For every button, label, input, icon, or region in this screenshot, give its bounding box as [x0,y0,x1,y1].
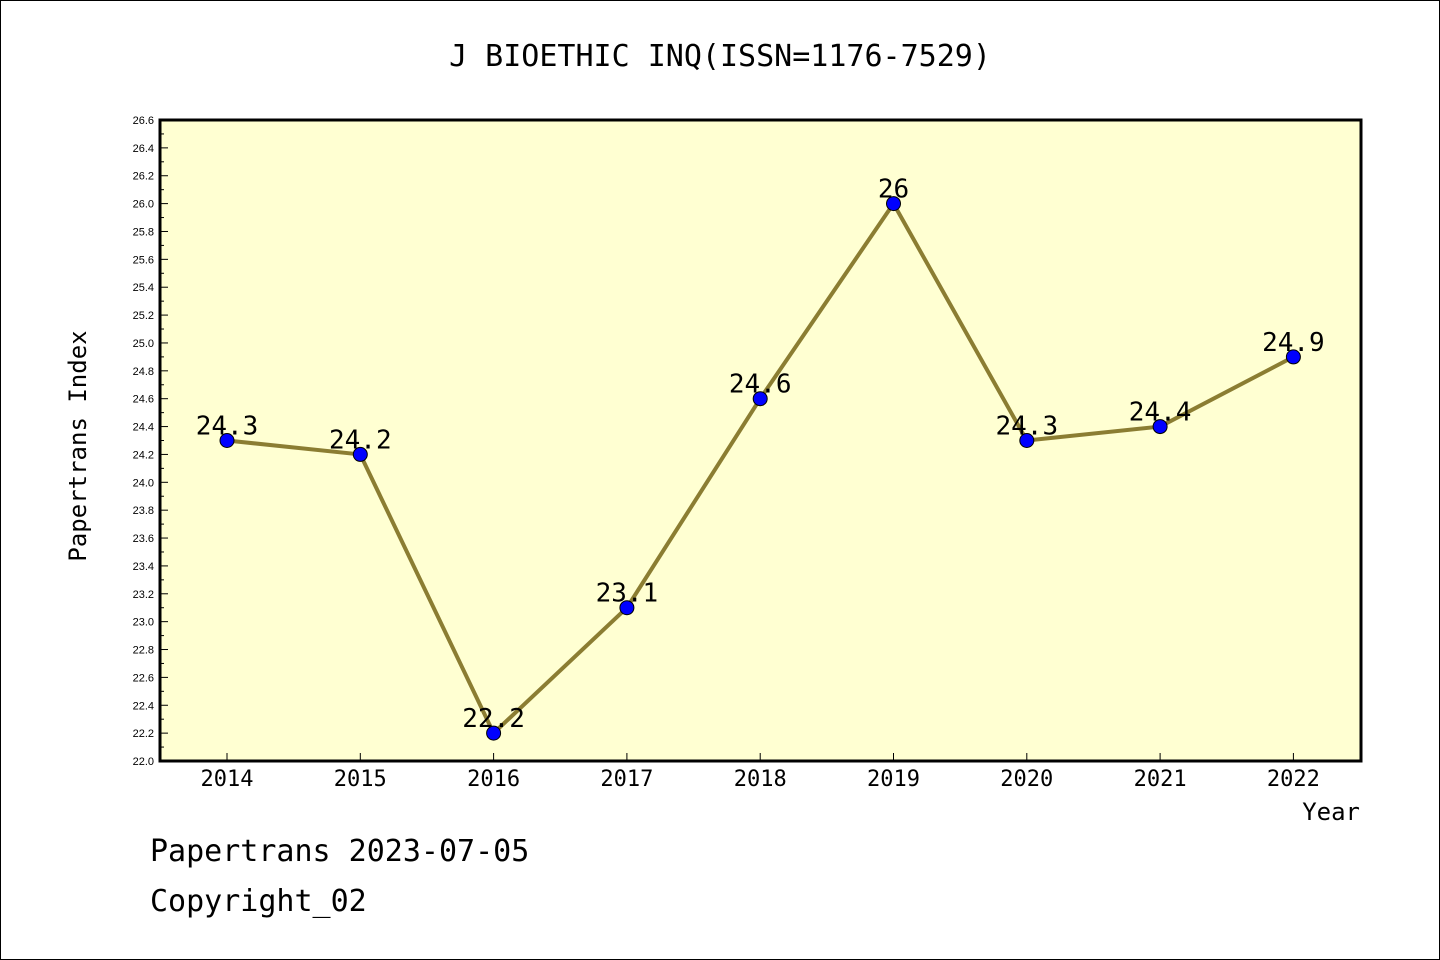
data-point-marker [886,196,901,212]
data-label: 26 [878,175,909,205]
data-point-marker [1285,349,1301,365]
y-tick-label: 24.0 [133,477,154,489]
y-tick-label: 24.4 [133,422,154,434]
y-tick-label: 23.6 [133,533,154,545]
y-tick-label: 24.8 [133,366,154,378]
y-tick-label: 25.8 [133,226,154,238]
x-tick-label: 2014 [201,767,254,792]
y-tick-label: 23.8 [133,505,154,517]
data-label: 24.4 [1129,398,1192,428]
data-point-marker [219,433,235,448]
y-tick-label: 22.4 [133,700,154,712]
data-label: 24.3 [196,412,259,442]
x-tick-label: 2016 [467,767,520,792]
y-tick-label: 25.4 [133,282,154,294]
data-point-marker [352,446,368,462]
x-tick-label: 2020 [1000,767,1053,792]
data-point-marker [1019,433,1035,448]
data-label: 24.2 [329,425,392,455]
data-labels: 24.3 24.2 22.2 23.1 24.6 26 24.3 24.4 24.9 [196,175,1325,735]
data-label: 24.3 [995,412,1058,442]
series-markers [219,196,1301,741]
y-tick-label: 26.4 [133,143,154,155]
y-tick-label: 22.6 [133,672,154,684]
y-tick-label: 24.6 [133,394,154,406]
plot-border [158,118,1363,763]
y-tick-label: 24.2 [133,449,154,461]
data-point-marker [619,600,635,616]
x-axis-ticks: 2014 2015 2016 2017 2018 2019 2020 2021 2022 [201,753,1320,792]
y-tick-label: 25.6 [133,254,154,266]
y-tick-label: 22.8 [133,645,154,657]
chart-title: J BIOETHIC INQ(ISSN=1176-7529) [449,39,991,74]
data-point-marker [1152,419,1168,435]
y-axis-ticks: 22.0 22.2 22.4 22.6 22.8 23.0 23.2 23.4 23.6 23.8… [133,115,168,768]
data-label: 23.1 [596,579,659,609]
x-tick-label: 2015 [334,767,387,792]
data-label: 22.2 [462,704,525,734]
x-tick-label: 2018 [734,767,787,792]
data-point-marker [486,725,502,741]
y-axis-label: Papertrans Index [64,330,92,561]
x-tick-label: 2021 [1134,767,1187,792]
y-tick-label: 23.2 [133,589,154,601]
x-tick-label: 2017 [600,767,653,792]
data-label: 24.6 [729,370,792,400]
x-tick-label: 2019 [867,767,920,792]
y-tick-label: 26.6 [133,115,154,127]
y-tick-label: 25.0 [133,338,154,350]
y-tick-label: 25.2 [133,310,154,322]
y-tick-label: 22.2 [133,728,154,740]
y-tick-label: 22.0 [133,756,154,768]
y-tick-label: 23.0 [133,617,154,629]
y-tick-label: 26.0 [133,199,154,211]
x-axis-label: Year [1302,798,1360,826]
y-tick-label: 23.4 [133,561,154,573]
plot-area [160,120,1361,761]
footer-copyright-text: Copyright_02 [150,884,367,919]
data-point-marker [752,391,768,407]
y-tick-label: 26.2 [133,171,154,183]
x-tick-label: 2022 [1267,767,1320,792]
footer-date-text: Papertrans 2023-07-05 [150,834,530,869]
data-label: 24.9 [1262,328,1325,358]
